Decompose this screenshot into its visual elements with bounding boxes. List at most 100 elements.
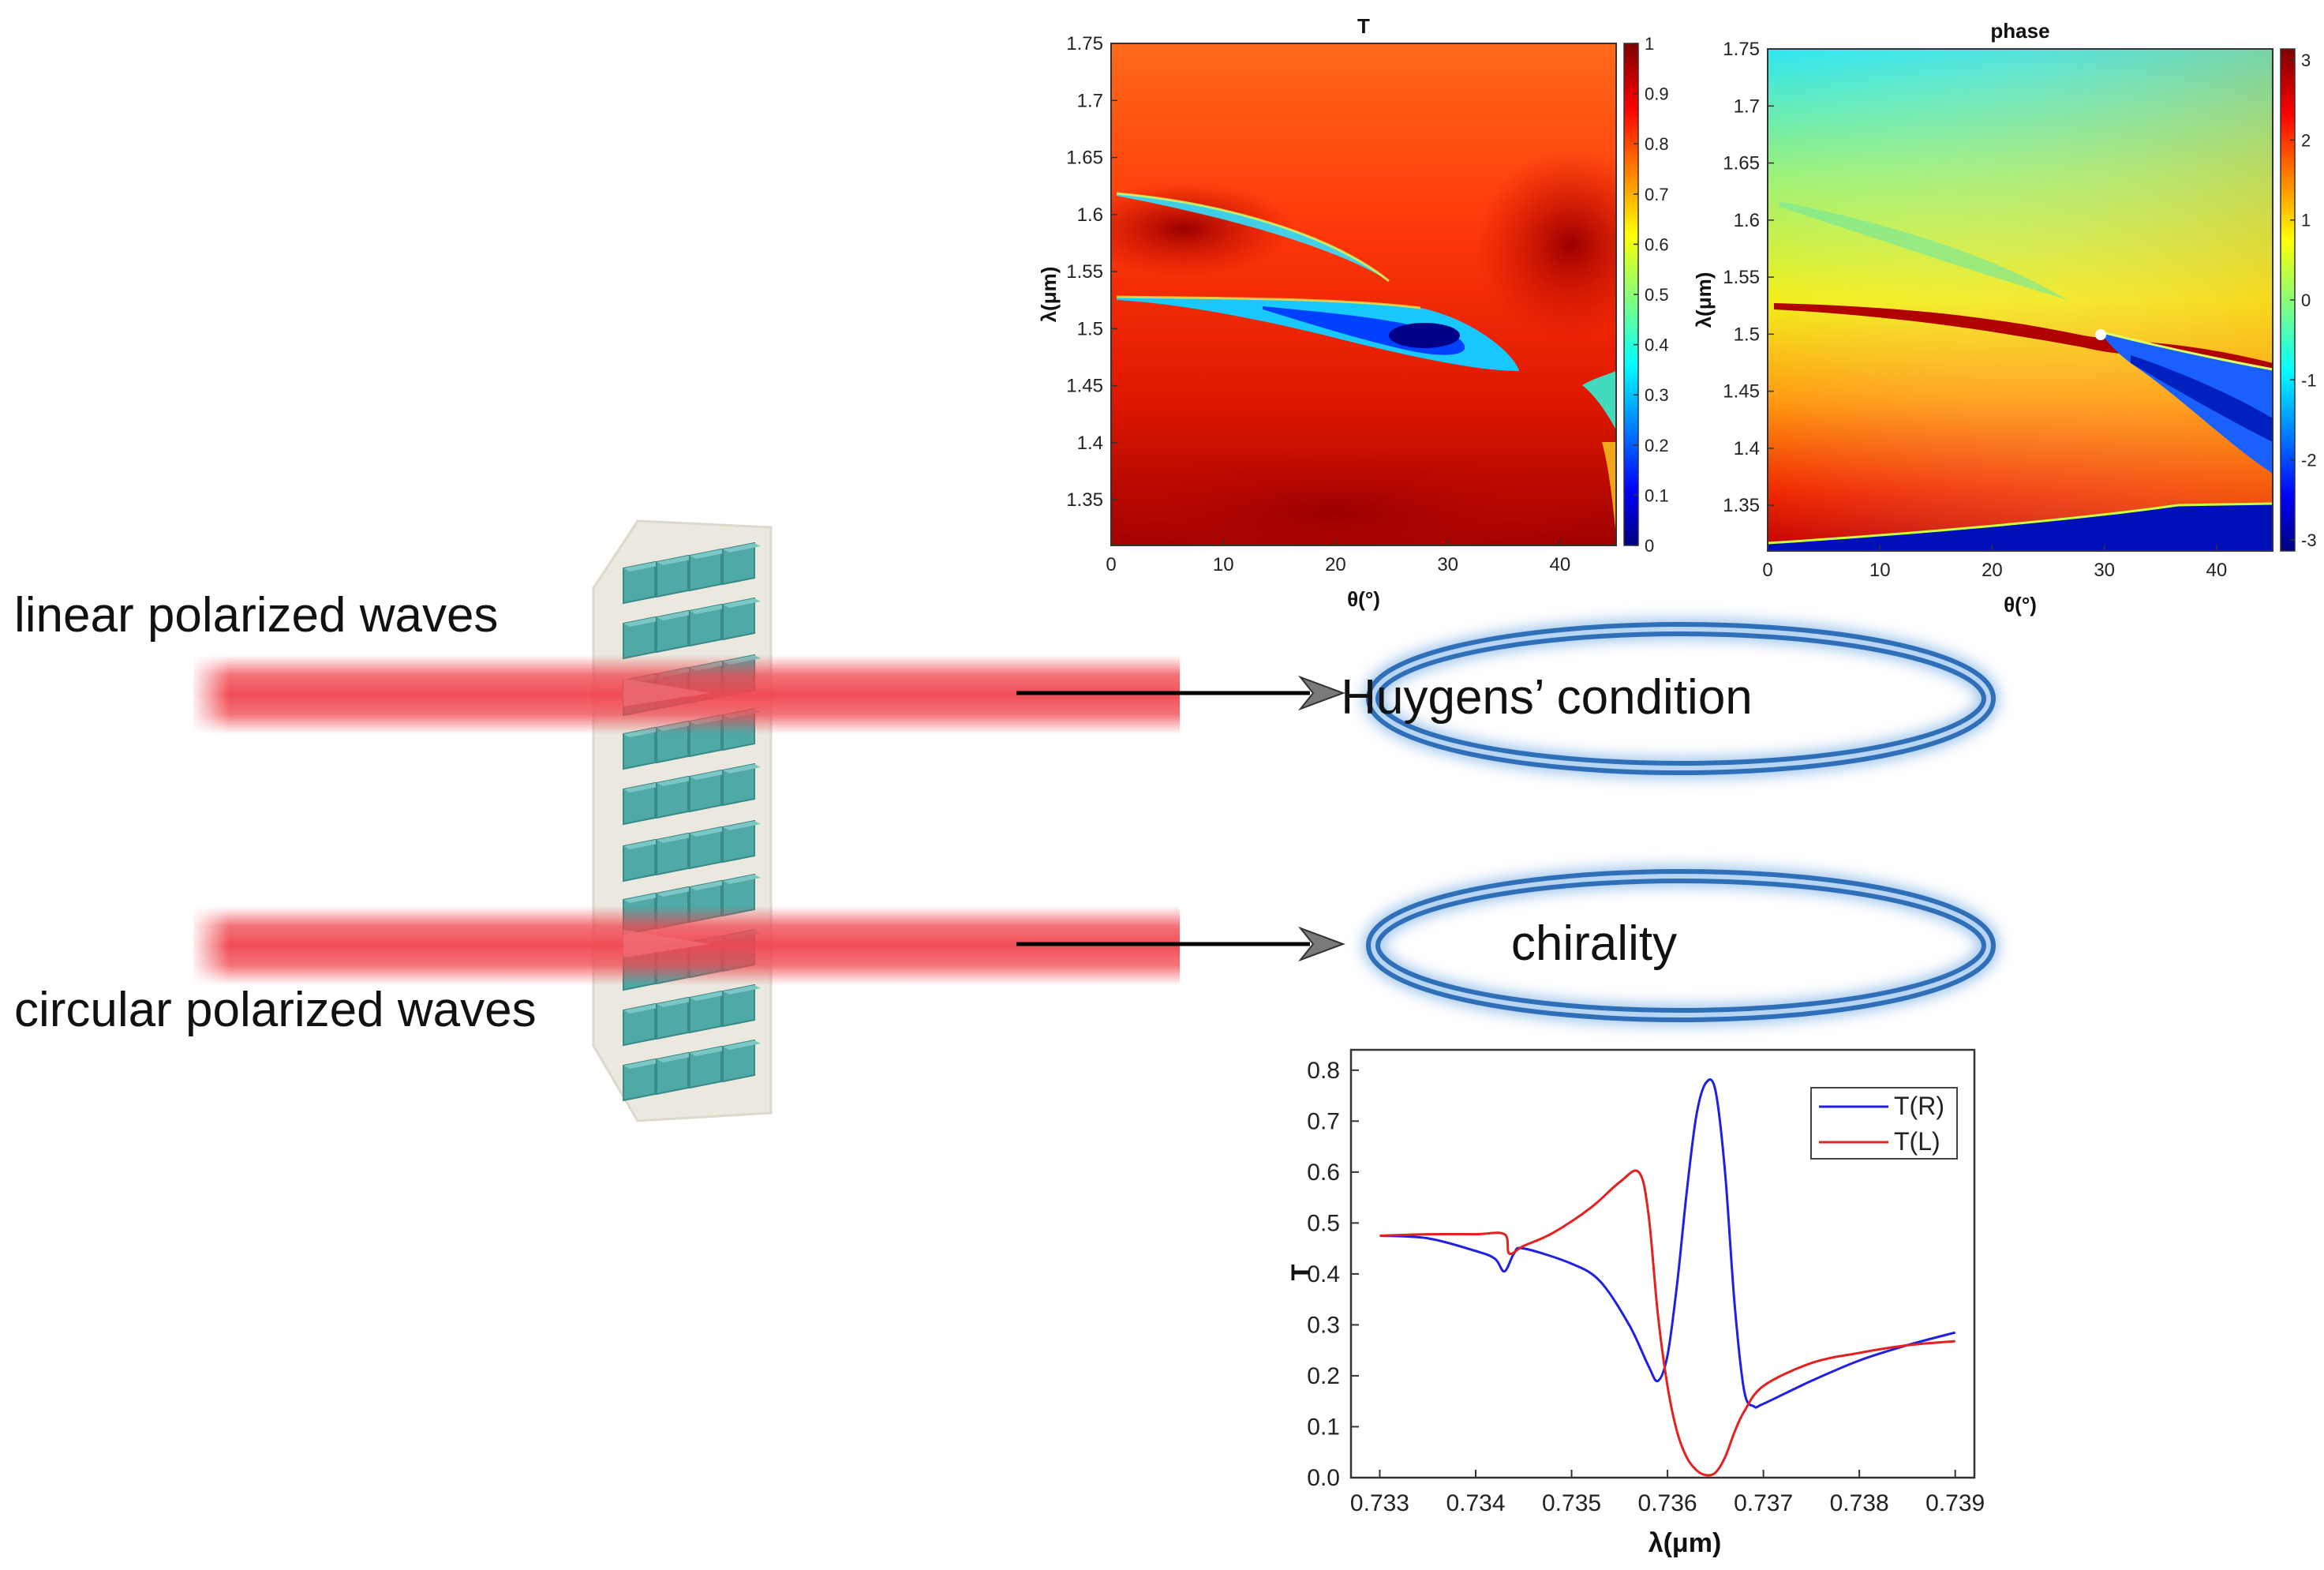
series-line-tl: [1379, 1169, 1955, 1477]
nanopillar-top: [623, 562, 661, 571]
nanopillar-top: [690, 827, 728, 837]
nanopillar: [689, 1045, 722, 1089]
nanopillar: [656, 1051, 689, 1096]
nanopillar: [722, 984, 755, 1028]
line-chart-ticks: 0.733 0.734 0.735 0.736 0.737 0.738 0.739 0.0 0.…: [1307, 1058, 1985, 1516]
y-tick-label: 1.55: [1723, 267, 1760, 288]
x-tick-label: 0.738: [1830, 1490, 1889, 1516]
heatmap-phase: phase 0 10 20 30 401.351.41.451.51.551.61.65…: [1692, 19, 2317, 616]
nanopillar: [623, 1002, 656, 1047]
x-tick-label: 30: [1437, 554, 1458, 575]
nanopillar-top: [723, 875, 761, 884]
nanopillar-top: [657, 834, 694, 843]
x-tick-label: 0.736: [1638, 1490, 1697, 1516]
nanopillar-top: [657, 1053, 694, 1062]
nanopillar-top: [723, 1040, 761, 1050]
line-chart-transmission: 0.733 0.734 0.735 0.736 0.737 0.738 0.739 0.0 0.…: [1286, 1048, 1985, 1558]
label-linear-polarized: linear polarized waves: [14, 588, 499, 643]
nanopillar: [722, 819, 755, 864]
x-tick-label: 0.737: [1734, 1490, 1793, 1516]
y-tick-label: 1.5: [1077, 318, 1103, 339]
colorbar-tick-label: 1: [2301, 211, 2311, 230]
line-chart-xlabel: λ(μm): [1649, 1528, 1722, 1558]
nanopillar-top: [723, 821, 761, 830]
nanopillar-top: [690, 991, 728, 1001]
huygens-ellipse: [1363, 619, 1999, 778]
heatmap-phase-field: [1768, 49, 2273, 551]
nanopillar-top: [723, 985, 761, 995]
x-tick-label: 0.735: [1542, 1490, 1601, 1516]
y-tick-label: 0.2: [1307, 1363, 1340, 1389]
line-chart-series: [1379, 1078, 1956, 1477]
colorbar-tick-label: 0: [2301, 290, 2311, 310]
y-tick-label: 0.5: [1307, 1210, 1340, 1236]
nanopillar-top: [623, 617, 661, 627]
x-tick-label: 10: [1869, 560, 1891, 581]
x-tick-label: 40: [2206, 560, 2228, 581]
nanopillar: [623, 1058, 656, 1102]
colorbar-tick-label: 0.8: [1645, 134, 1669, 154]
y-tick-label: 1.7: [1734, 96, 1760, 117]
y-tick-label: 1.55: [1066, 261, 1103, 283]
y-tick-label: 1.6: [1077, 204, 1103, 226]
y-tick-label: 0.3: [1307, 1312, 1340, 1338]
y-tick-label: 0.7: [1307, 1108, 1340, 1134]
heatmap-t-xlabel: θ(°): [1347, 587, 1380, 611]
y-tick-label: 0.6: [1307, 1160, 1340, 1186]
colorbar-tick-label: 0.3: [1645, 385, 1669, 405]
nanopillar: [689, 990, 722, 1034]
line-chart-ylabel: T: [1286, 1264, 1316, 1280]
nanopillar-top: [690, 881, 728, 890]
nanopillar-top: [690, 549, 728, 559]
arrow-linear: [1016, 675, 1345, 711]
x-tick-label: 0: [1762, 560, 1772, 581]
nanopillar: [722, 1039, 755, 1083]
y-tick-label: 1.35: [1723, 495, 1760, 516]
y-tick-label: 1.4: [1077, 433, 1103, 454]
heatmap-t-colorbar-ticks: 0 0.1 0.2 0.3 0.4 0.5 0.6 0.7 0.8 0.9 1: [1634, 34, 1669, 556]
y-tick-label: 0.8: [1307, 1058, 1340, 1084]
x-tick-label: 0: [1106, 554, 1116, 575]
x-tick-label: 40: [1550, 554, 1571, 575]
nanopillar-top: [623, 1059, 661, 1069]
heatmap-phase-xlabel: θ(°): [2004, 593, 2037, 616]
circular-beam: [193, 906, 1180, 985]
heatmap-t-field: [1111, 43, 1616, 545]
y-tick-label: 1.5: [1734, 324, 1760, 345]
legend-label-tr: T(R): [1894, 1092, 1944, 1120]
nanopillar-top: [723, 598, 761, 608]
nanopillar-top: [690, 770, 728, 780]
nanopillar-top: [623, 1004, 661, 1014]
label-circular-polarized: circular polarized waves: [14, 983, 537, 1037]
line-chart-legend: T(R) T(L): [1810, 1087, 1958, 1160]
heatmap-t-ylabel: λ(μm): [1037, 267, 1061, 323]
colorbar-tick-label: -3: [2301, 530, 2317, 550]
y-tick-label: 0.1: [1307, 1414, 1340, 1440]
nanopillar-top: [623, 783, 661, 792]
heatmap-t-title: T: [1357, 14, 1370, 38]
y-tick-label: 1.65: [1066, 148, 1103, 169]
nanopillar-top: [623, 840, 661, 849]
y-tick-label: 1.45: [1723, 381, 1760, 403]
colorbar-tick-label: 0.4: [1645, 335, 1669, 355]
x-tick-label: 20: [1325, 554, 1346, 575]
nanopillar-top: [723, 543, 761, 553]
arrow-circular: [1016, 926, 1345, 962]
y-tick-label: 1.65: [1723, 153, 1760, 174]
y-tick-label: 0.4: [1307, 1261, 1340, 1287]
heatmap-phase-ylabel: λ(μm): [1692, 272, 1716, 328]
x-tick-label: 0.739: [1925, 1490, 1985, 1516]
nanopillar-top: [657, 887, 694, 897]
metasurface-illustration: [592, 519, 773, 1122]
heatmap-t-ticks: 0 10 20 30 40 1.35 1.4 1.45 1.5 1.55 1.6 1.65 1.7 1.7…: [1066, 33, 1570, 575]
heatmap-phase-title: phase: [1990, 19, 2049, 43]
colorbar-tick-label: 1: [1645, 34, 1654, 54]
y-tick-label: 1.7: [1077, 90, 1103, 111]
legend-label-tl: T(L): [1894, 1127, 1940, 1156]
colorbar-tick-label: 0.2: [1645, 436, 1669, 455]
heatmap-transmission: T 0 10 20 30 401.351.41.451.51.551.61.651.71…: [1037, 14, 1669, 611]
x-tick-label: 20: [1982, 560, 2003, 581]
nanopillar: [656, 832, 689, 876]
colorbar-tick-label: 0: [1645, 536, 1654, 556]
